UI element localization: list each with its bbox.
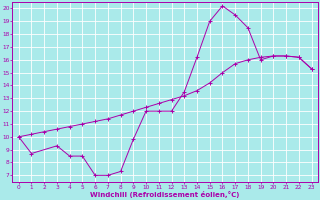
X-axis label: Windchill (Refroidissement éolien,°C): Windchill (Refroidissement éolien,°C): [91, 191, 240, 198]
